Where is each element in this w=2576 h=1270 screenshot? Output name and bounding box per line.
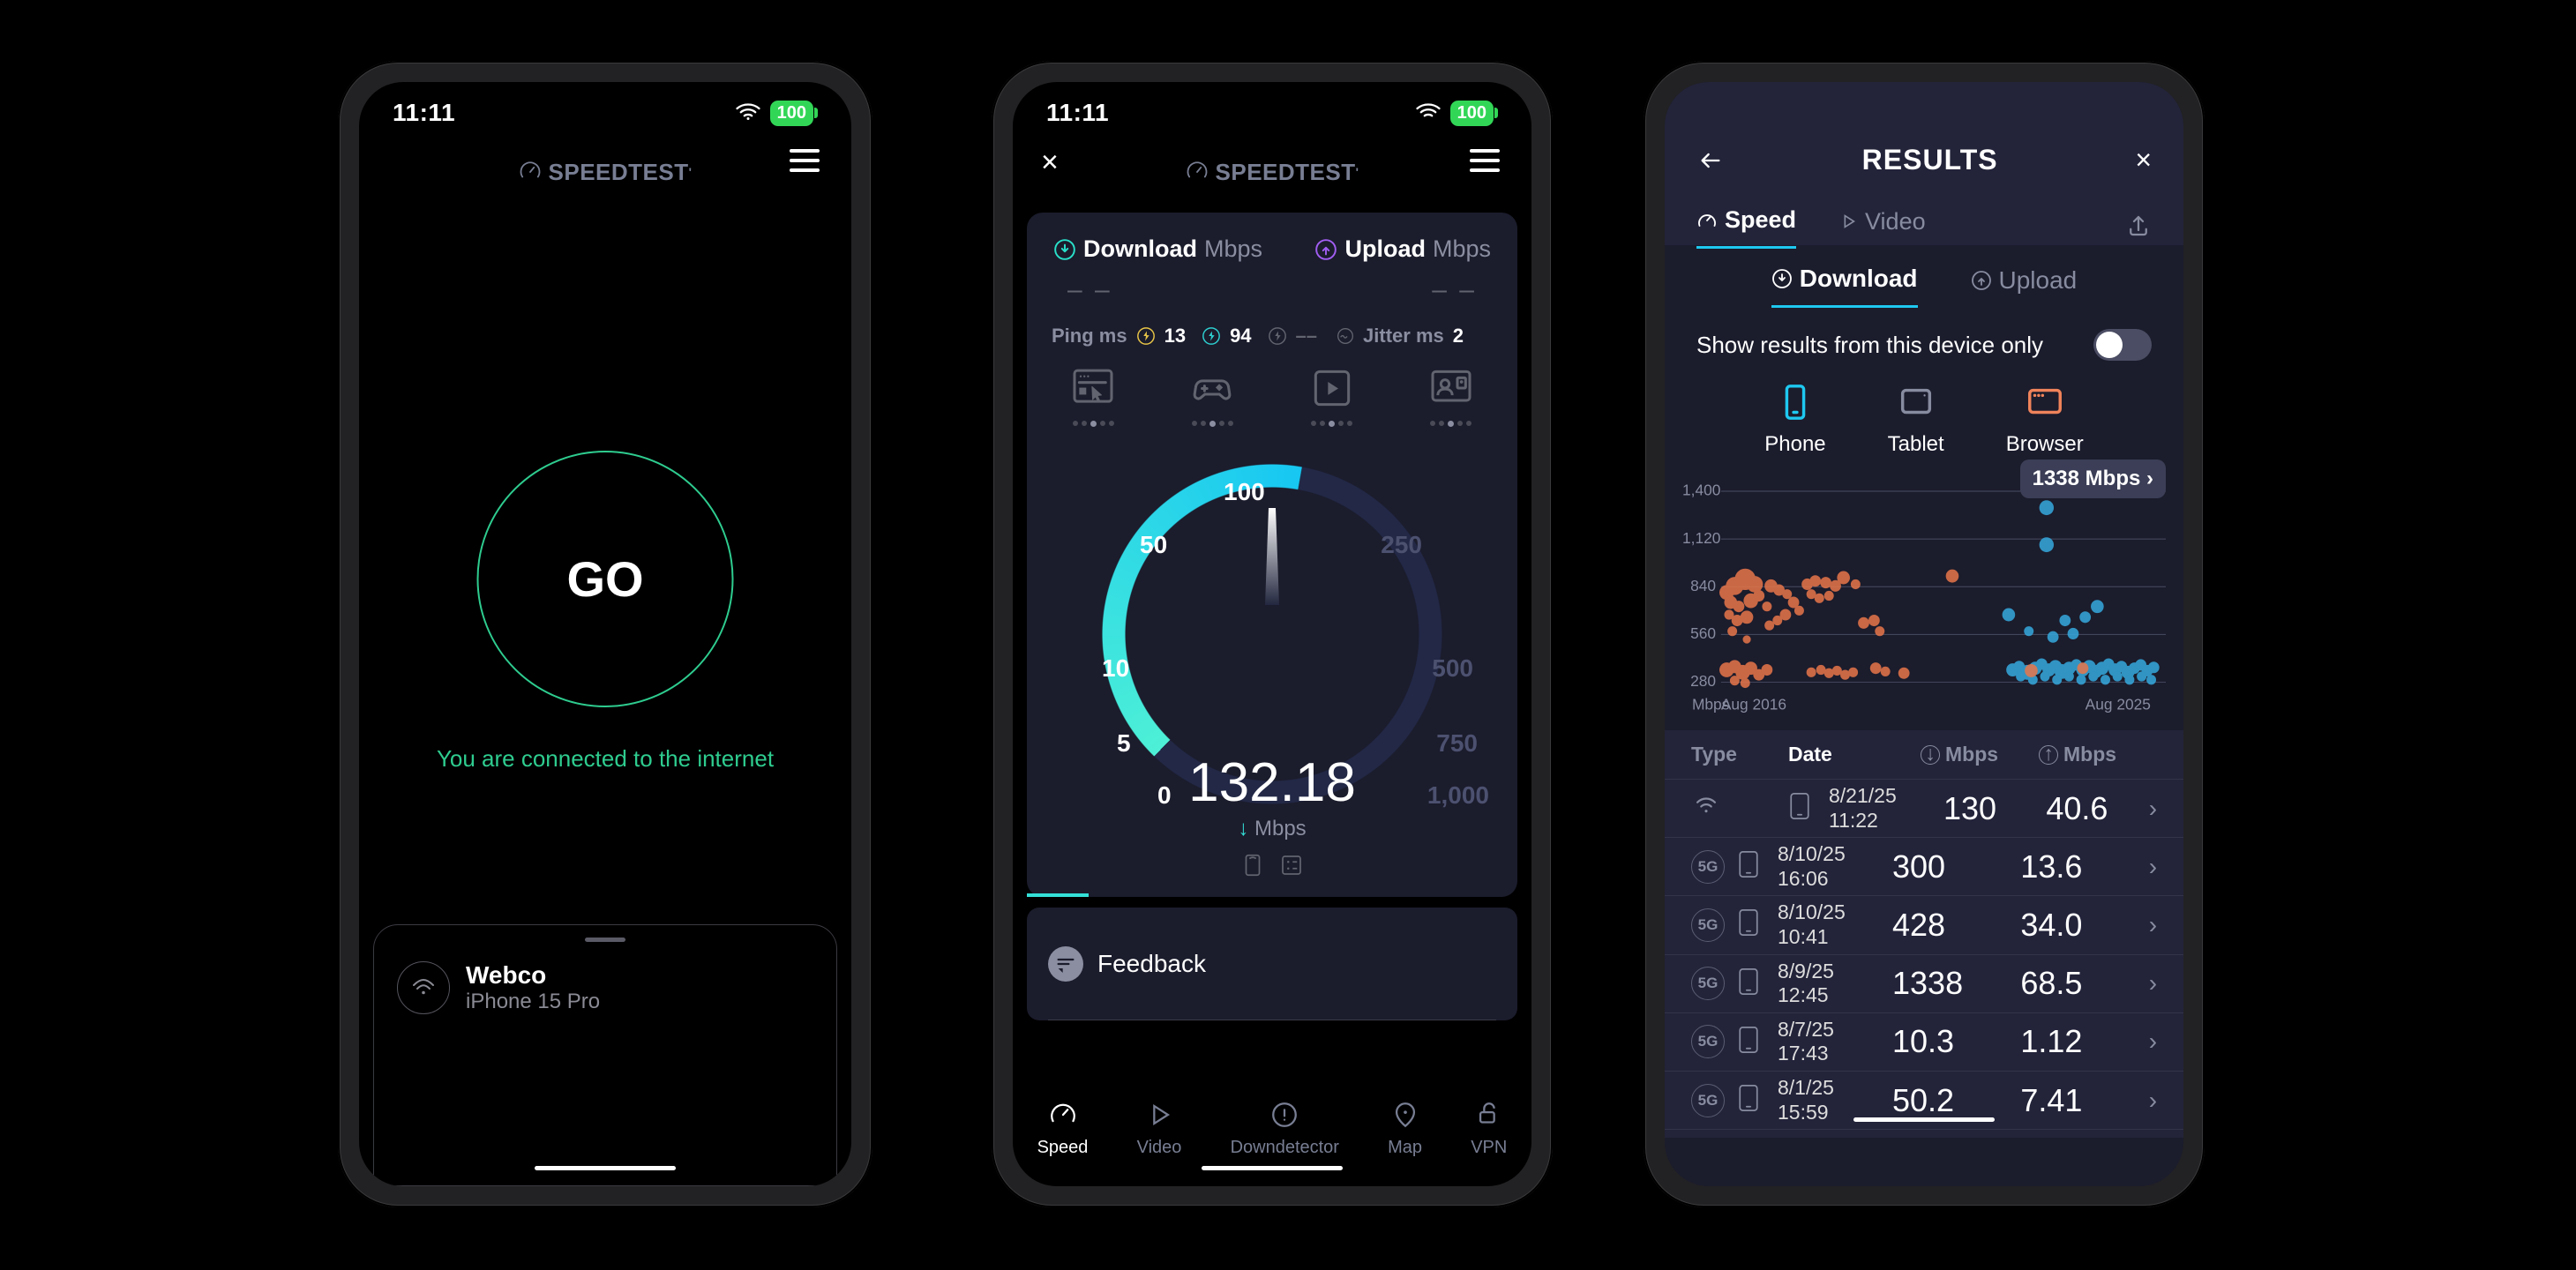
svg-text:1,120: 1,120	[1682, 529, 1721, 547]
svg-text:1,400: 1,400	[1682, 481, 1721, 498]
svg-text:560: 560	[1690, 624, 1716, 642]
svg-text:280: 280	[1690, 672, 1716, 690]
svg-text:840: 840	[1690, 577, 1716, 594]
svg-text:Aug 2016: Aug 2016	[1721, 695, 1786, 713]
svg-text:Aug 2025: Aug 2025	[2086, 695, 2151, 713]
